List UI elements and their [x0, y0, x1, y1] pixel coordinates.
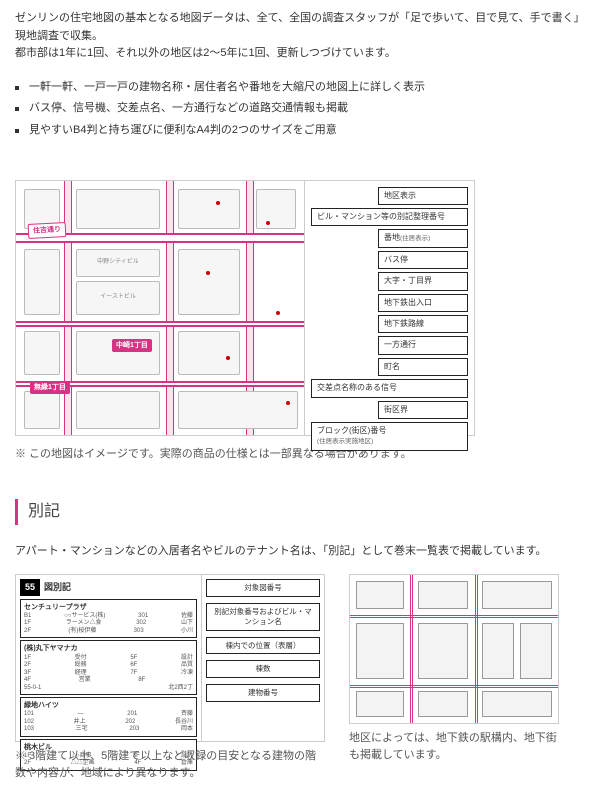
map-chome-label: 中崎1丁目	[112, 339, 152, 352]
bekki-building-cell: センチュリープラザ B1○○サービス(株)301佐藤 1Fラーメン△食302山下…	[20, 599, 197, 639]
legend-item: 地下鉄路線	[378, 315, 468, 333]
map-building-label: イーストビル	[76, 281, 160, 315]
legend-item: 大字・丁目界	[378, 272, 468, 290]
bekki-pointer-item: 建物番号	[206, 684, 320, 702]
bekki-header: 55 図別記	[20, 579, 197, 595]
legend-item: バス停	[378, 251, 468, 269]
map-chome-label: 無縁1丁目	[30, 381, 70, 394]
bekki-right-col: 地区によっては、地下鉄の駅構内、地下街も掲載しています。	[349, 574, 559, 763]
map-disclaimer: ※ この地図はイメージです。実際の商品の仕様とは一部異なる場合があります。	[15, 446, 586, 464]
legend-item: 地下鉄出入口	[378, 294, 468, 312]
legend-item: 番地(住居表示)	[378, 229, 468, 247]
feature-item: 一軒一軒、一戸一戸の建物名称・居住者名や番地を大縮尺の地図上に詳しく表示	[15, 79, 586, 97]
map-building-label: 中野シティビル	[76, 249, 160, 277]
intro-paragraph: ゼンリンの住宅地図の基本となる地図データは、全て、全国の調査スタッフが「足で歩い…	[15, 10, 586, 63]
bekki-pointer-legend: 対象図番号 別記対象番号およびビル・マンション名 棟内での位置（表層） 棟数 建…	[202, 575, 324, 741]
bekki-listing: 55 図別記 センチュリープラザ B1○○サービス(株)301佐藤 1Fラーメン…	[16, 575, 202, 741]
legend-item: ブロック(街区)番号(住居表示実施地区)	[311, 422, 468, 451]
legend-item: 街区界	[378, 401, 468, 419]
bekki-intro: アパート・マンションなどの入居者名やビルのテナント名は、「別記」として巻末一覧表…	[15, 543, 586, 561]
legend-item: 町名	[378, 358, 468, 376]
bekki-right-caption: 地区によっては、地下鉄の駅構内、地下街も掲載しています。	[349, 730, 559, 763]
section-header-bekki: 別記	[15, 499, 586, 525]
map-legend: 地区表示 ビル・マンション等の別記整理番号 番地(住居表示) バス停 大字・丁目…	[304, 181, 474, 435]
bekki-pointer-item: 対象図番号	[206, 579, 320, 597]
legend-item: ビル・マンション等の別記整理番号	[311, 208, 468, 226]
section-title: 別記	[28, 499, 586, 525]
legend-item: 一方通行	[378, 336, 468, 354]
map-illustration: 中野シティビル イーストビル 住吉通り 中崎1丁目 無縁1丁目	[16, 181, 304, 435]
bekki-row: 55 図別記 センチュリープラザ B1○○サービス(株)301佐藤 1Fラーメン…	[15, 574, 586, 781]
feature-item: バス停、信号機、交差点名、一方通行などの道路交通情報も掲載	[15, 100, 586, 118]
intro-line-2: 都市部は1年に1回、それ以外の地区は2〜5年に1回、更新しつづけています。	[15, 47, 396, 59]
bekki-building-cell: 緑地ハイツ 101―201斉藤 102井上202長谷川 103三宅203岡本	[20, 697, 197, 737]
bekki-left-col: 55 図別記 センチュリープラザ B1○○サービス(株)301佐藤 1Fラーメン…	[15, 574, 325, 781]
legend-item: 地区表示	[378, 187, 468, 205]
bekki-badge: 55	[20, 579, 40, 595]
bekki-title-text: 図別記	[44, 580, 71, 594]
bekki-table-figure: 55 図別記 センチュリープラザ B1○○サービス(株)301佐藤 1Fラーメン…	[15, 574, 325, 742]
intro-line-1: ゼンリンの住宅地図の基本となる地図データは、全て、全国の調査スタッフが「足で歩い…	[15, 12, 585, 42]
bekki-left-caption: ※ 3階建て以上、5階建て以上など収録の目安となる建物の階数や内容が、地域により…	[15, 748, 325, 781]
map-figure: 中野シティビル イーストビル 住吉通り 中崎1丁目 無縁1丁目 地区表示 ビル・…	[15, 180, 475, 436]
legend-item: 交差点名称のある信号	[311, 379, 468, 397]
bekki-pointer-item: 別記対象番号およびビル・マンション名	[206, 603, 320, 631]
bekki-building-cell: (株)丸下ヤマナカ 1F受付5F設計 2F総務6F品質 3F経理7F冷凍 4F営…	[20, 640, 197, 695]
bekki-pointer-item: 棟内での位置（表層）	[206, 637, 320, 655]
map-street-label: 住吉通り	[28, 222, 67, 239]
feature-item: 見やすいB4判と持ち運びに便利なA4判の2つのサイズをご用意	[15, 122, 586, 140]
feature-list: 一軒一軒、一戸一戸の建物名称・居住者名や番地を大縮尺の地図上に詳しく表示 バス停…	[15, 79, 586, 140]
underground-map-figure	[349, 574, 559, 724]
map-figure-block: 中野シティビル イーストビル 住吉通り 中崎1丁目 無縁1丁目 地区表示 ビル・…	[15, 180, 586, 436]
bekki-pointer-item: 棟数	[206, 660, 320, 678]
